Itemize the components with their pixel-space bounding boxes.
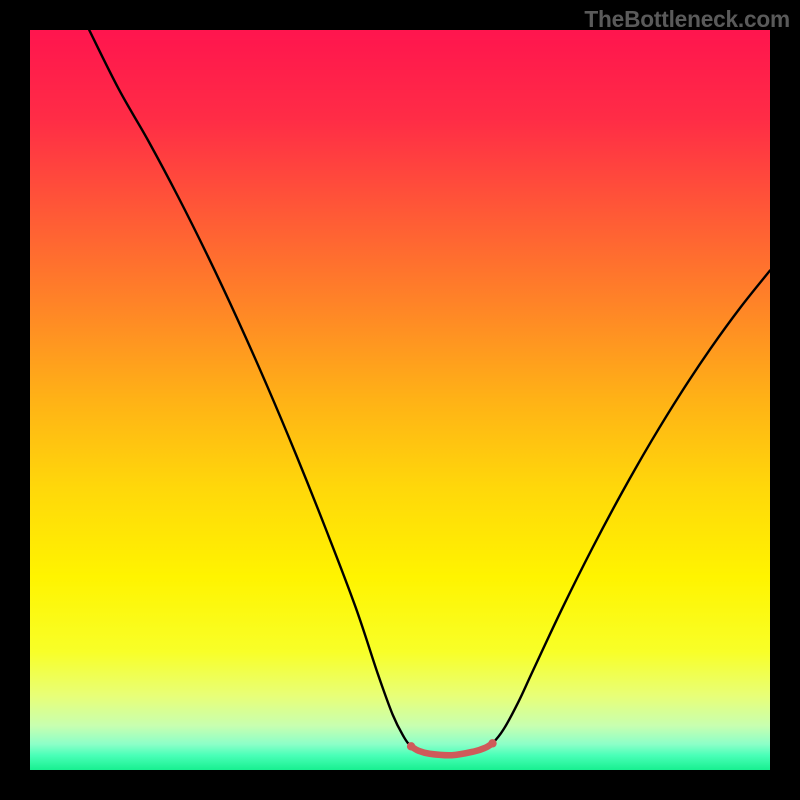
highlight-endpoint xyxy=(407,742,415,750)
gradient-background xyxy=(30,30,770,770)
highlight-endpoint xyxy=(488,739,496,747)
bottleneck-curve-chart xyxy=(30,30,770,770)
watermark-text: TheBottleneck.com xyxy=(584,6,790,33)
plot-frame xyxy=(30,30,770,770)
